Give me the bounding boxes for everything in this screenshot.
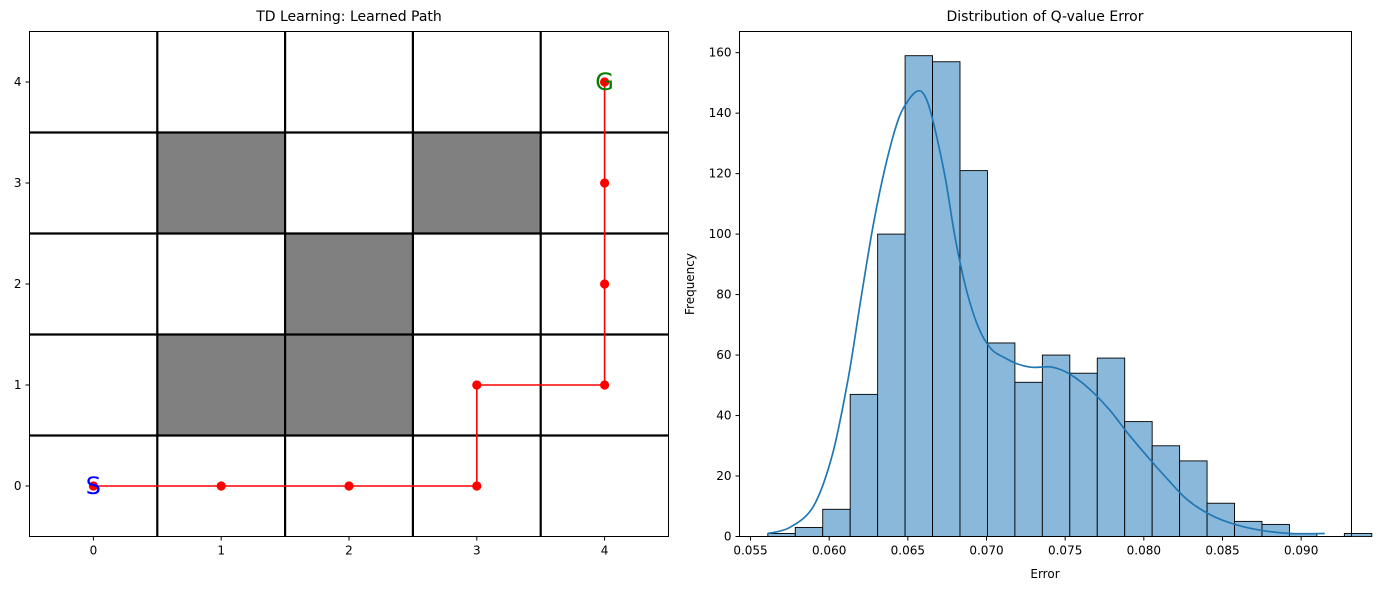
y-tick-label: 20 bbox=[716, 469, 731, 483]
y-tick-label: 80 bbox=[716, 288, 731, 302]
histogram-bars bbox=[767, 55, 1373, 537]
y-tick-label: 0 bbox=[14, 479, 22, 493]
histogram-bar bbox=[904, 55, 933, 537]
goal-marker: G bbox=[595, 68, 614, 96]
y-tick-label: 120 bbox=[709, 167, 732, 181]
x-tick-label: 2 bbox=[345, 544, 353, 558]
histogram-bar bbox=[1096, 357, 1126, 537]
histogram-bar bbox=[794, 526, 824, 537]
histogram-bar bbox=[849, 393, 879, 537]
x-tick-label: 0.075 bbox=[1048, 544, 1082, 558]
kde-curve bbox=[767, 89, 1325, 535]
histogram-bar bbox=[1343, 533, 1373, 537]
gridworld-path bbox=[88, 77, 610, 491]
histogram-bar bbox=[1014, 381, 1043, 537]
y-tick-label: 1 bbox=[14, 378, 22, 392]
x-tick-label: 0.055 bbox=[733, 544, 767, 558]
obstacle-cell bbox=[157, 132, 286, 234]
histogram-y-ticks: 0 20 40 60 80 100 120 140 160 bbox=[709, 46, 740, 544]
gridworld-title: TD Learning: Learned Path bbox=[255, 9, 442, 25]
histogram-bar bbox=[822, 508, 851, 537]
obstacle-cell bbox=[412, 132, 541, 234]
path-point bbox=[600, 178, 610, 188]
obstacle-cell bbox=[285, 233, 413, 335]
y-tick-label: 3 bbox=[14, 176, 22, 190]
x-tick-label: 0.090 bbox=[1284, 544, 1318, 558]
histogram-bar bbox=[1041, 354, 1071, 537]
path-point bbox=[600, 77, 610, 87]
gridworld-x-ticks: 0 1 2 3 4 bbox=[90, 536, 609, 558]
y-tick-label: 60 bbox=[716, 348, 731, 362]
y-tick-label: 140 bbox=[709, 106, 732, 120]
path-point bbox=[472, 481, 482, 491]
y-tick-label: 2 bbox=[14, 277, 22, 291]
histogram-bar bbox=[1069, 372, 1098, 537]
gridworld-y-ticks: 0 1 2 3 4 bbox=[14, 75, 30, 493]
path-point bbox=[600, 380, 610, 390]
histogram-panel: Distribution of Q-value Error 0.055 0.060… bbox=[683, 9, 1373, 581]
gridworld-markers: SG bbox=[86, 68, 614, 500]
histogram-bar bbox=[959, 170, 988, 537]
gridworld-gridlines bbox=[29, 31, 669, 537]
x-tick-label: 0 bbox=[90, 544, 98, 558]
x-tick-label: 1 bbox=[217, 544, 225, 558]
y-tick-label: 160 bbox=[709, 46, 732, 60]
x-tick-label: 0.065 bbox=[891, 544, 925, 558]
histogram-bar bbox=[1179, 460, 1208, 537]
y-tick-label: 100 bbox=[709, 227, 732, 241]
histogram-xlabel: Error bbox=[1030, 567, 1059, 581]
histogram-ylabel: Frequency bbox=[683, 253, 697, 315]
x-tick-label: 4 bbox=[601, 544, 609, 558]
y-tick-label: 40 bbox=[716, 409, 731, 423]
gridworld-obstacles bbox=[157, 132, 541, 436]
x-tick-label: 0.060 bbox=[812, 544, 846, 558]
histogram-bar bbox=[1124, 421, 1153, 537]
path-point bbox=[472, 380, 482, 390]
gridworld-axes-frame bbox=[29, 31, 669, 537]
path-point bbox=[600, 279, 610, 289]
histogram-x-ticks: 0.055 0.060 0.065 0.070 0.075 0.080 0.085 0.090 bbox=[733, 536, 1318, 558]
obstacle-cell bbox=[157, 334, 286, 436]
y-tick-label: 0 bbox=[724, 530, 732, 544]
histogram-bar bbox=[986, 342, 1016, 537]
histogram-title: Distribution of Q-value Error bbox=[947, 9, 1144, 25]
histogram-kde bbox=[767, 89, 1325, 535]
x-tick-label: 3 bbox=[473, 544, 481, 558]
x-tick-label: 0.085 bbox=[1205, 544, 1239, 558]
histogram-bar bbox=[1151, 445, 1181, 537]
x-tick-label: 0.080 bbox=[1127, 544, 1161, 558]
y-tick-label: 4 bbox=[14, 75, 22, 89]
histogram-axes-frame bbox=[739, 31, 1352, 537]
x-tick-label: 0.070 bbox=[969, 544, 1003, 558]
path-point bbox=[88, 481, 98, 491]
start-marker: S bbox=[86, 472, 101, 500]
obstacle-cell bbox=[285, 334, 413, 436]
path-point bbox=[216, 481, 226, 491]
histogram-bar bbox=[877, 233, 906, 537]
path-point bbox=[344, 481, 354, 491]
